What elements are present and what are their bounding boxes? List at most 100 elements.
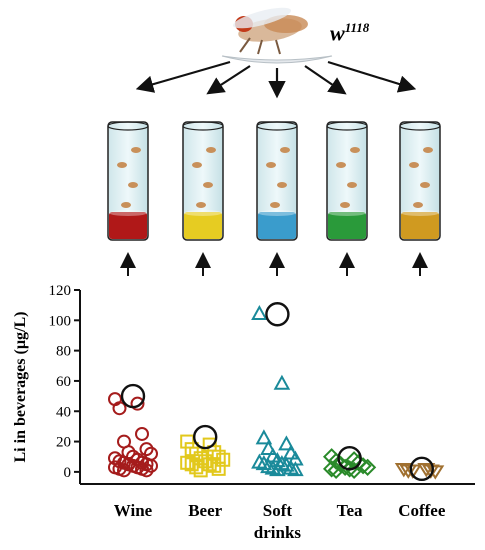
point (322, 460, 341, 478)
point (255, 429, 273, 445)
highlight-circle (120, 383, 146, 409)
point (273, 374, 291, 390)
fly-icon (280, 147, 290, 153)
fly-icon (413, 202, 423, 208)
x-tick-label: Coffee (398, 501, 446, 520)
y-tick-label: 0 (64, 465, 72, 481)
fly-icon (128, 182, 138, 188)
highlight-circle (192, 424, 218, 450)
point (180, 455, 195, 470)
fly-icon (131, 147, 141, 153)
point (260, 439, 277, 455)
point (278, 435, 295, 451)
point (269, 461, 286, 477)
fly (232, 7, 308, 55)
point (282, 459, 300, 475)
strain-base: w (330, 20, 345, 46)
highlight-circle (337, 446, 362, 471)
fly-icon (203, 182, 213, 188)
liquid (401, 212, 439, 239)
fly-icon (117, 162, 127, 168)
point (130, 396, 145, 411)
point (202, 437, 217, 452)
point (403, 464, 422, 479)
strain-label: w1118 (330, 20, 369, 46)
fly-icon (420, 182, 430, 188)
point (358, 458, 377, 476)
point (345, 461, 363, 479)
fly-icon (277, 182, 287, 188)
fly-icon (347, 182, 357, 188)
vial-rim (182, 121, 224, 131)
x-tick-label: Wine (113, 501, 153, 520)
point (207, 458, 222, 473)
fly-icon (121, 202, 131, 208)
liquid (109, 212, 147, 239)
point (327, 461, 345, 479)
vial-rim (399, 121, 441, 131)
point (331, 455, 350, 473)
liquid-top (184, 210, 222, 216)
point (264, 459, 282, 475)
liquid-top (328, 210, 366, 216)
strain-sup: 1118 (344, 20, 370, 35)
x-tick-label: Tea (336, 501, 363, 520)
y-tick-label: 100 (49, 313, 72, 329)
point (144, 458, 158, 473)
liquid (184, 212, 222, 239)
fly-icon (340, 202, 350, 208)
fly-icon (270, 202, 280, 208)
fly-icon (206, 147, 216, 153)
point (260, 458, 277, 474)
x-tick-label: Beer (188, 501, 223, 520)
y-tick-label: 40 (56, 404, 71, 420)
highlight-circle (409, 456, 434, 482)
liquid (258, 212, 296, 239)
y-tick-label: 20 (56, 435, 71, 451)
point (340, 460, 359, 478)
y-tick-label: 120 (49, 283, 72, 299)
point (184, 442, 199, 457)
point (117, 463, 131, 478)
point (139, 463, 154, 478)
fly-icon (409, 162, 419, 168)
point (189, 446, 204, 461)
point (180, 434, 195, 449)
point (135, 426, 149, 441)
point (193, 463, 208, 478)
liquid-top (401, 210, 439, 216)
liquid (328, 212, 366, 239)
fly-icon (192, 162, 202, 168)
vials (107, 121, 441, 276)
plate (221, 55, 333, 64)
point (327, 452, 345, 470)
x-tick-label: Soft drinks (253, 501, 302, 542)
point (211, 449, 226, 464)
point (251, 453, 268, 469)
fly-icon (196, 202, 206, 208)
fly-icon (336, 162, 346, 168)
point (282, 444, 300, 460)
point (112, 401, 127, 416)
fly-icon (423, 147, 433, 153)
point (139, 442, 154, 457)
liquid-top (109, 210, 147, 216)
y-axis-label: Li in beverages (µg/L) (12, 312, 29, 463)
fly-icon (266, 162, 276, 168)
fly-icon (350, 147, 360, 153)
point (273, 455, 291, 471)
plot: 0 20 40 60 80 100 120 Li in beverages (µg/L) (12, 283, 475, 485)
y-tick-label: 60 (56, 374, 71, 390)
point (189, 460, 204, 475)
vial-rim (326, 121, 368, 131)
arrows (135, 60, 417, 99)
point (211, 461, 226, 476)
vial-rim (256, 121, 298, 131)
y-tick-label: 80 (56, 344, 71, 360)
point (287, 461, 304, 477)
point (251, 304, 268, 321)
liquid-top (258, 210, 296, 216)
vial-rim (107, 121, 149, 131)
